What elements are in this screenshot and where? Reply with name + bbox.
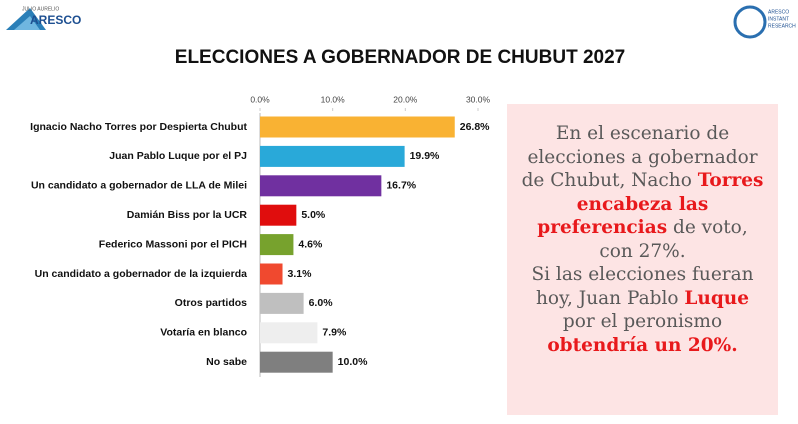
x-tick-label: 0.0% [250, 94, 270, 104]
logo-shape [14, 16, 40, 30]
logo-text: JULIO AURELIO [22, 6, 59, 12]
text-box: En el escenario de elecciones a gobernad… [507, 104, 778, 415]
y-tick-label: Damián Biss por la UCR [127, 209, 248, 221]
logo-text: ARESCO [30, 13, 81, 27]
value-label: 3.1% [288, 268, 313, 280]
logo-text: RESEARCH [768, 23, 796, 29]
x-tick-label: 20.0% [393, 94, 418, 104]
paragraph: Si las elecciones fueran hoy, Juan Pablo… [521, 263, 764, 357]
y-tick-label: No sabe [206, 356, 247, 368]
text: por el peronismo [562, 311, 723, 332]
bar [260, 292, 304, 314]
y-tick-label: Ignacio Nacho Torres por Despierta Chubu… [30, 121, 247, 133]
bar [260, 116, 455, 138]
x-tick-label: 30.0% [466, 94, 491, 104]
paragraph: En el escenario de elecciones a gobernad… [521, 122, 764, 263]
y-tick-label: Un candidato a gobernador de LLA de Mile… [31, 180, 247, 192]
highlight-text: obtendría un 20%. [547, 334, 738, 356]
text: En el escenario de elecciones a gobernad… [521, 123, 758, 191]
bar [260, 204, 297, 226]
y-tick-label: Otros partidos [175, 297, 248, 309]
value-label: 16.7% [386, 180, 416, 192]
value-label: 10.0% [338, 356, 368, 368]
bar [260, 175, 382, 197]
logo-text: INSTANT [768, 16, 789, 22]
value-label: 7.9% [322, 327, 347, 339]
highlight-text: Luque [684, 287, 749, 309]
bar [260, 322, 318, 344]
value-label: 6.0% [309, 297, 334, 309]
bar [260, 234, 294, 256]
highlight-text: Torres encabeza las preferencias [537, 170, 764, 238]
bar [260, 145, 405, 167]
text: Si las elecciones fueran hoy, Juan Pablo [531, 264, 754, 309]
logo-shape [733, 5, 767, 39]
chart-title: ELECCIONES A GOBERNADOR DE CHUBUT 2027 [175, 47, 625, 68]
y-tick-label: Un candidato a gobernador de la izquierd… [35, 268, 248, 280]
value-label: 26.8% [460, 121, 490, 133]
x-tick-label: 10.0% [321, 94, 346, 104]
y-tick-label: Juan Pablo Luque por el PJ [109, 150, 247, 162]
bar [260, 263, 283, 285]
y-tick-label: Federico Massoni por el PICH [99, 238, 247, 250]
value-label: 4.6% [298, 238, 323, 250]
y-tick-label: Votaría en blanco [160, 327, 247, 339]
logo-text: ARESCO [768, 9, 789, 15]
value-label: 5.0% [301, 209, 326, 221]
value-label: 19.9% [410, 150, 440, 162]
text: de voto, con 27%. [599, 217, 748, 262]
bar [260, 351, 333, 373]
